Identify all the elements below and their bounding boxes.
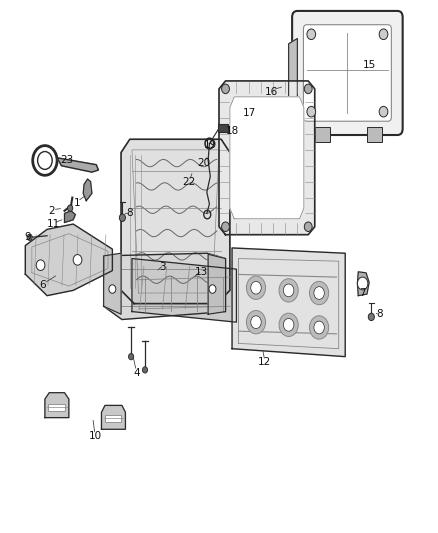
Bar [218, 124, 228, 132]
Text: 15: 15 [363, 60, 376, 70]
Polygon shape [230, 97, 304, 219]
Circle shape [279, 279, 298, 302]
Circle shape [128, 353, 134, 360]
Circle shape [283, 284, 294, 297]
Polygon shape [208, 254, 226, 314]
Circle shape [307, 107, 316, 117]
Circle shape [119, 214, 125, 221]
Circle shape [283, 318, 294, 331]
Circle shape [314, 287, 324, 300]
Polygon shape [219, 81, 315, 235]
Polygon shape [121, 139, 230, 304]
Text: 7: 7 [359, 288, 366, 298]
Circle shape [279, 313, 298, 336]
Circle shape [247, 276, 265, 300]
Bar [367, 127, 382, 142]
Polygon shape [289, 38, 297, 113]
Circle shape [368, 313, 374, 320]
Circle shape [304, 84, 312, 94]
Text: 3: 3 [159, 262, 166, 271]
Circle shape [222, 84, 230, 94]
FancyBboxPatch shape [292, 11, 403, 135]
Bar [315, 127, 330, 142]
Polygon shape [132, 259, 237, 322]
Polygon shape [25, 224, 113, 296]
Text: 22: 22 [182, 176, 195, 187]
Circle shape [67, 205, 73, 212]
Text: 6: 6 [39, 280, 46, 290]
Bar [105, 416, 121, 422]
Polygon shape [104, 253, 226, 319]
Text: 8: 8 [377, 309, 383, 319]
Circle shape [222, 222, 230, 231]
Polygon shape [57, 158, 99, 172]
Polygon shape [357, 272, 369, 296]
Text: 13: 13 [195, 267, 208, 277]
Circle shape [142, 367, 148, 373]
Text: 1: 1 [74, 198, 81, 208]
FancyBboxPatch shape [304, 25, 391, 121]
Circle shape [379, 29, 388, 39]
Text: 4: 4 [133, 368, 140, 377]
Text: 18: 18 [226, 126, 239, 136]
Polygon shape [45, 393, 69, 418]
Circle shape [357, 277, 368, 290]
Polygon shape [232, 248, 345, 357]
Circle shape [73, 255, 82, 265]
Circle shape [27, 234, 32, 240]
Text: 12: 12 [258, 357, 271, 367]
Circle shape [251, 281, 261, 294]
Text: 23: 23 [60, 156, 73, 165]
Circle shape [310, 316, 328, 339]
Circle shape [251, 316, 261, 328]
Text: 20: 20 [197, 158, 210, 168]
Text: 8: 8 [127, 208, 133, 219]
Polygon shape [104, 253, 121, 314]
Circle shape [304, 222, 312, 231]
Text: 2: 2 [48, 206, 55, 216]
Circle shape [307, 29, 316, 39]
Circle shape [314, 321, 324, 334]
Text: 16: 16 [265, 86, 278, 96]
Circle shape [247, 311, 265, 334]
Text: 17: 17 [243, 108, 256, 118]
Circle shape [209, 285, 216, 293]
Text: 19: 19 [204, 140, 217, 150]
Bar [48, 405, 65, 411]
Polygon shape [64, 211, 75, 222]
Circle shape [36, 260, 45, 270]
Text: 9: 9 [24, 232, 31, 243]
Polygon shape [102, 406, 125, 429]
Circle shape [379, 107, 388, 117]
Polygon shape [83, 179, 92, 201]
Text: 11: 11 [47, 219, 60, 229]
Circle shape [109, 285, 116, 293]
Circle shape [310, 281, 328, 305]
Text: 10: 10 [88, 431, 102, 441]
